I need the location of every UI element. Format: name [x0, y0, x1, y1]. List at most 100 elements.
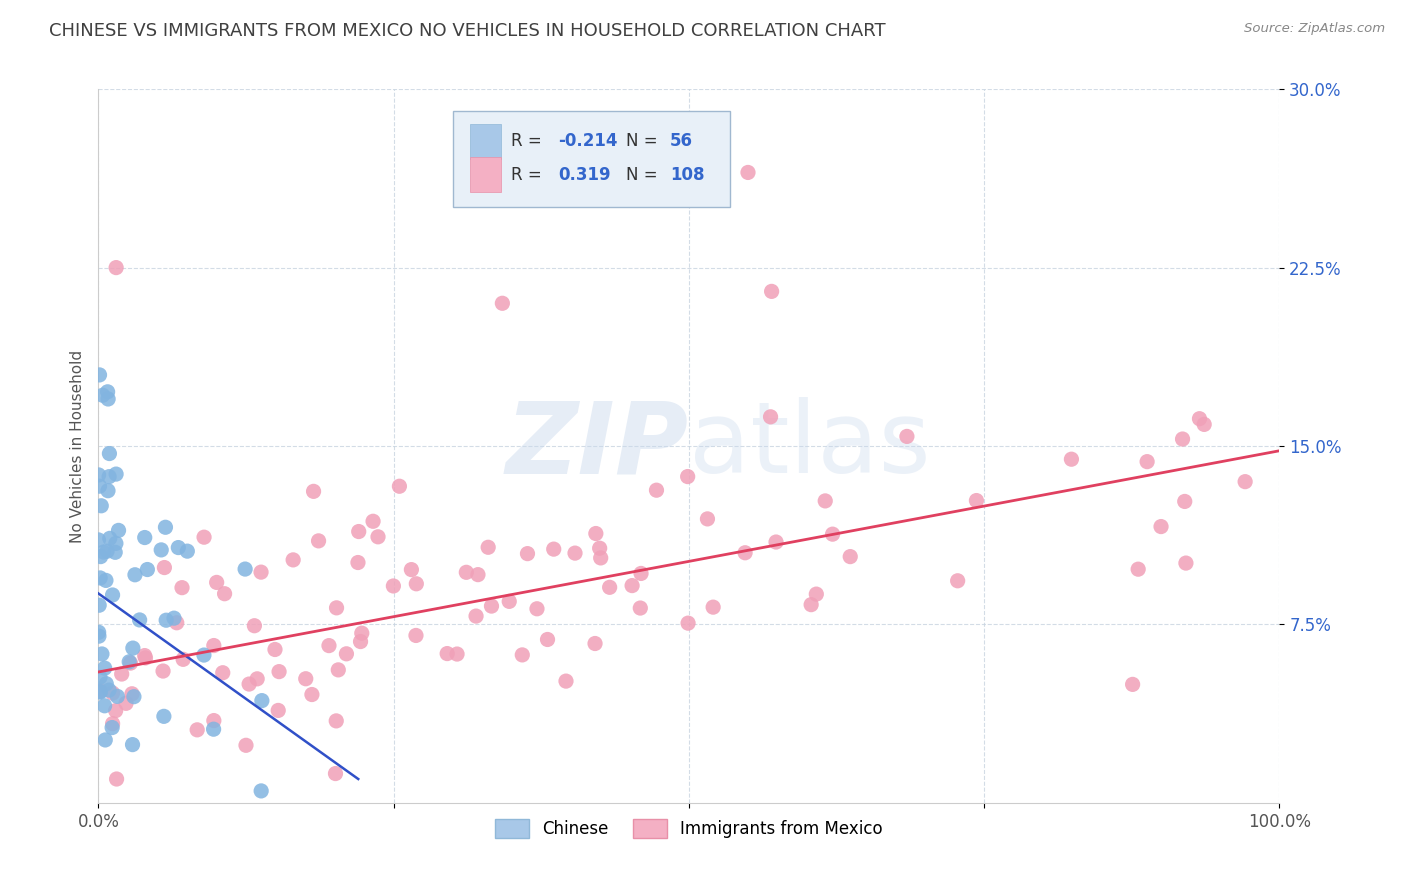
Point [136, 562, 159, 576]
Point [800, 598, 823, 612]
Point [104, 536, 127, 550]
Point [264, 642, 287, 657]
Point [163, 611, 186, 625]
Point [481, 599, 503, 613]
Point [101, 686, 124, 700]
Point [89, 571, 111, 585]
Point [467, 567, 489, 582]
Text: 108: 108 [671, 166, 704, 184]
Point [446, 647, 468, 661]
Point [87, 533, 110, 547]
Point [107, 524, 129, 538]
Point [202, 722, 225, 736]
Point [105, 467, 128, 481]
Point [101, 721, 124, 735]
Point [170, 581, 193, 595]
Point [120, 656, 142, 670]
Point [166, 615, 188, 630]
Point [737, 165, 759, 179]
Point [347, 524, 370, 539]
Point [89, 685, 111, 699]
Point [1174, 494, 1197, 508]
Text: CHINESE VS IMMIGRANTS FROM MEXICO NO VEHICLES IN HOUSEHOLD CORRELATION CHART: CHINESE VS IMMIGRANTS FROM MEXICO NO VEH… [49, 22, 886, 40]
Point [152, 664, 174, 678]
Point [662, 165, 685, 179]
Point [599, 580, 621, 594]
Point [806, 587, 828, 601]
Point [965, 493, 987, 508]
Point [814, 494, 837, 508]
Text: R =: R = [510, 166, 547, 184]
Point [93, 545, 115, 559]
Text: 0.319: 0.319 [558, 166, 610, 184]
Point [134, 651, 156, 665]
Point [153, 709, 176, 723]
Point [405, 576, 427, 591]
Point [89, 479, 111, 493]
Point [105, 260, 128, 275]
Point [436, 647, 458, 661]
Point [98, 683, 121, 698]
Point [734, 546, 756, 560]
Point [93, 661, 115, 675]
FancyBboxPatch shape [471, 157, 501, 193]
Point [94, 733, 117, 747]
Point [214, 587, 236, 601]
Point [477, 541, 499, 555]
Point [98, 446, 121, 460]
Point [401, 563, 423, 577]
Point [121, 687, 143, 701]
Point [105, 772, 128, 786]
Point [1060, 452, 1083, 467]
Point [1128, 562, 1150, 576]
FancyBboxPatch shape [471, 124, 501, 159]
Point [90, 549, 112, 564]
Point [465, 609, 488, 624]
Point [302, 484, 325, 499]
Point [186, 723, 208, 737]
Point [202, 714, 225, 728]
Point [93, 698, 115, 713]
Point [696, 512, 718, 526]
Point [91, 647, 114, 661]
Point [96, 544, 118, 558]
Text: ZIP: ZIP [506, 398, 689, 494]
Point [645, 483, 668, 498]
Point [124, 567, 146, 582]
Point [250, 565, 273, 579]
Point [128, 613, 150, 627]
Point [153, 560, 176, 574]
Point [115, 696, 138, 710]
Point [94, 574, 117, 588]
Point [155, 520, 177, 534]
Point [555, 674, 578, 689]
Point [105, 690, 128, 704]
Point [543, 542, 565, 557]
Point [301, 688, 323, 702]
FancyBboxPatch shape [453, 111, 730, 207]
Point [765, 535, 787, 549]
Point [308, 533, 330, 548]
Point [347, 556, 370, 570]
Text: 56: 56 [671, 132, 693, 150]
Point [405, 628, 427, 642]
Point [589, 541, 612, 556]
Text: R =: R = [510, 132, 547, 150]
Point [349, 634, 371, 648]
Point [294, 672, 316, 686]
Point [176, 544, 198, 558]
Point [250, 784, 273, 798]
Point [235, 739, 257, 753]
Point [589, 550, 612, 565]
Point [98, 532, 121, 546]
Point [1174, 556, 1197, 570]
Point [839, 549, 862, 564]
Point [243, 618, 266, 632]
Point [122, 641, 145, 656]
Point [96, 676, 118, 690]
Point [87, 629, 110, 643]
Y-axis label: No Vehicles in Household: No Vehicles in Household [69, 350, 84, 542]
Point [118, 655, 141, 669]
Point [759, 409, 782, 424]
Point [267, 703, 290, 717]
